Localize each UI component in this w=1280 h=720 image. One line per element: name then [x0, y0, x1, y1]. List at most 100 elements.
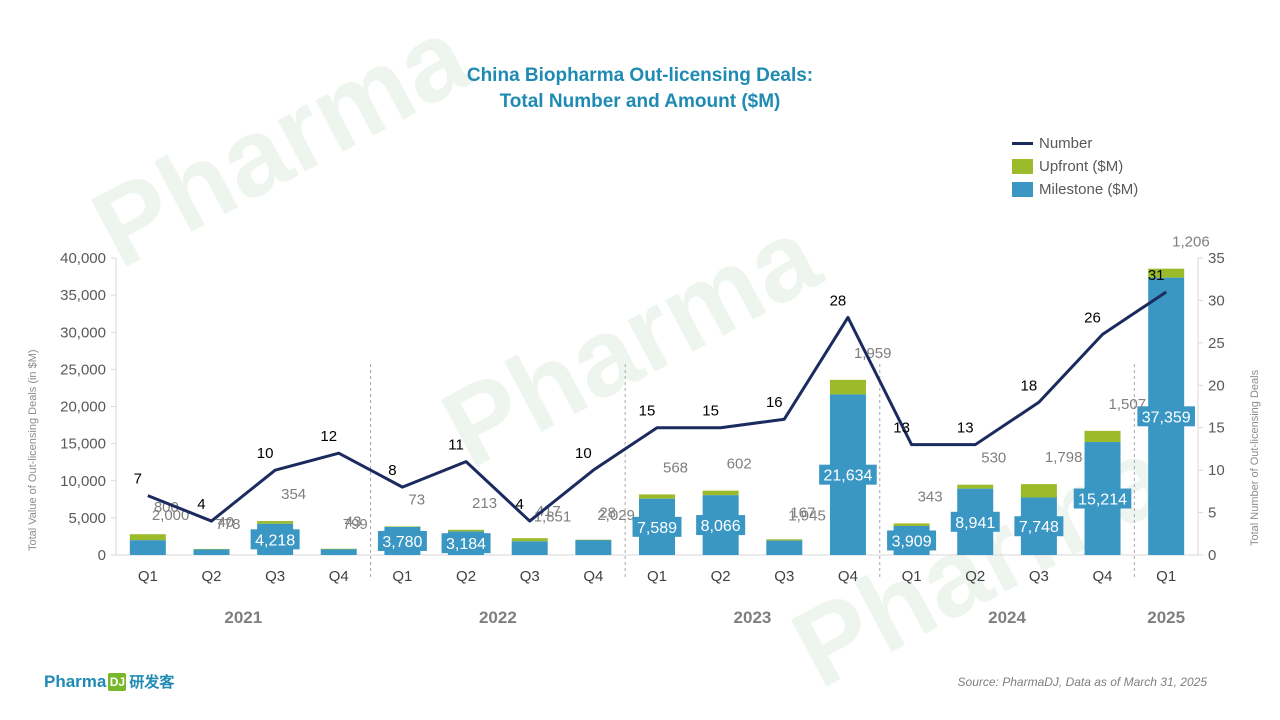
upfront-value-label: 1,507	[1109, 396, 1147, 413]
y-axis-title: Total Value of Out-licensing Deals (in $…	[27, 349, 39, 551]
upfront-value-label: 602	[727, 456, 752, 473]
milestone-value-label: 1,945	[788, 508, 826, 525]
upfront-value-label: 73	[408, 491, 425, 508]
upfront-value-label: 28	[599, 505, 616, 522]
x-tick-label: Q1	[647, 568, 667, 585]
legend-line-swatch	[1012, 142, 1033, 145]
x-tick-label: Q3	[774, 568, 794, 585]
milestone-bar	[766, 540, 803, 555]
number-value-label: 18	[1021, 377, 1038, 394]
upfront-bar	[129, 534, 166, 541]
chart-legend: Number Upfront ($M) Milestone ($M)	[1012, 132, 1138, 201]
milestone-label-box	[819, 464, 877, 485]
y-tick-label: 40,000	[60, 250, 106, 267]
upfront-bar	[639, 494, 675, 499]
x-tick-label: Q4	[329, 568, 349, 585]
y2-tick-label: 30	[1208, 292, 1225, 309]
upfront-value-label: 568	[663, 459, 688, 476]
y-tick-label: 35,000	[60, 287, 106, 304]
upfront-value-label: 1,798	[1045, 449, 1083, 466]
upfront-value-label: 213	[472, 495, 497, 512]
upfront-bar	[893, 523, 930, 526]
y2-tick-label: 35	[1208, 250, 1225, 267]
y2-tick-label: 25	[1208, 335, 1225, 352]
x-tick-label: Q4	[1093, 568, 1113, 585]
upfront-bar	[766, 539, 803, 541]
x-tick-label: Q1	[138, 568, 158, 585]
upfront-bar	[1148, 268, 1185, 278]
number-value-label: 13	[893, 420, 910, 437]
upfront-value-label: 1,959	[854, 345, 892, 362]
y-tick-label: 15,000	[60, 436, 106, 453]
milestone-value-label: 7,748	[1019, 519, 1059, 536]
milestone-value-label: 3,184	[446, 536, 486, 553]
source-note: Source: PharmaDJ, Data as of March 31, 2…	[957, 675, 1207, 689]
upfront-bar	[384, 526, 421, 527]
milestone-label-box	[250, 529, 300, 550]
year-label: 2023	[734, 608, 772, 627]
x-tick-label: Q1	[902, 568, 922, 585]
pharmadj-logo: Pharma DJ 研发客	[44, 671, 174, 692]
milestone-bar	[511, 541, 548, 555]
x-tick-label: Q1	[392, 568, 412, 585]
milestone-value-label: 3,909	[892, 533, 932, 550]
milestone-value-label: 7,589	[637, 520, 677, 537]
number-series-line	[147, 290, 1168, 523]
upfront-bar	[193, 548, 230, 550]
upfront-value-label: 1,206	[1172, 234, 1210, 251]
milestone-label-box	[696, 515, 746, 536]
number-value-label: 13	[957, 420, 974, 437]
legend-label: Milestone ($M)	[1039, 181, 1139, 198]
x-tick-label: Q1	[1156, 568, 1176, 585]
year-label: 2021	[224, 608, 262, 627]
milestone-value-label: 8,941	[955, 515, 995, 532]
y2-tick-label: 5	[1208, 505, 1216, 522]
number-value-label: 26	[1084, 309, 1101, 326]
milestone-label-box	[1014, 516, 1064, 537]
upfront-value-label: 167	[790, 504, 815, 521]
milestone-bar	[320, 549, 357, 555]
logo-text: Pharma	[44, 671, 107, 691]
x-tick-label: Q4	[583, 568, 603, 585]
legend-item-upfront: Upfront ($M)	[1012, 155, 1138, 178]
milestone-bar	[575, 539, 612, 555]
upfront-bar	[702, 490, 739, 496]
watermark-text: Pharma	[74, 0, 489, 291]
milestone-bar	[193, 549, 230, 555]
year-label: 2022	[479, 608, 517, 627]
upfront-value-label: 417	[536, 503, 561, 520]
milestone-value-label: 15,214	[1078, 492, 1127, 509]
x-tick-label: Q3	[1029, 568, 1049, 585]
y-tick-label: 25,000	[60, 361, 106, 378]
year-label: 2024	[988, 608, 1026, 627]
number-value-label: 4	[197, 496, 205, 513]
milestone-value-label: 3,780	[382, 534, 422, 551]
number-value-label: 10	[575, 445, 592, 462]
upfront-bar	[1020, 484, 1057, 498]
upfront-bar	[257, 521, 294, 524]
number-value-label: 31	[1148, 267, 1165, 284]
number-value-label: 16	[766, 394, 783, 411]
x-tick-label: Q2	[456, 568, 476, 585]
upfront-bar	[957, 484, 994, 489]
upfront-value-label: 43	[345, 514, 362, 531]
chart-title-line-2: Total Number and Amount ($M)	[499, 91, 781, 112]
number-value-label: 15	[702, 403, 719, 420]
y-tick-label: 10,000	[60, 473, 106, 490]
y-tick-label: 0	[98, 547, 106, 564]
milestone-value-label: 778	[215, 516, 240, 533]
milestone-label-box	[950, 511, 1000, 532]
upfront-bar	[448, 529, 485, 532]
number-value-label: 15	[639, 403, 656, 420]
y-tick-label: 5,000	[68, 510, 106, 527]
number-value-label: 11	[448, 437, 464, 454]
milestone-label-box	[441, 533, 491, 554]
milestone-bar	[129, 540, 166, 555]
upfront-bar	[575, 539, 612, 541]
chart-title-line-1: China Biopharma Out-licensing Deals:	[466, 65, 814, 86]
x-tick-label: Q4	[838, 568, 858, 585]
number-value-label: 7	[134, 471, 142, 488]
milestone-label-box	[887, 530, 937, 551]
